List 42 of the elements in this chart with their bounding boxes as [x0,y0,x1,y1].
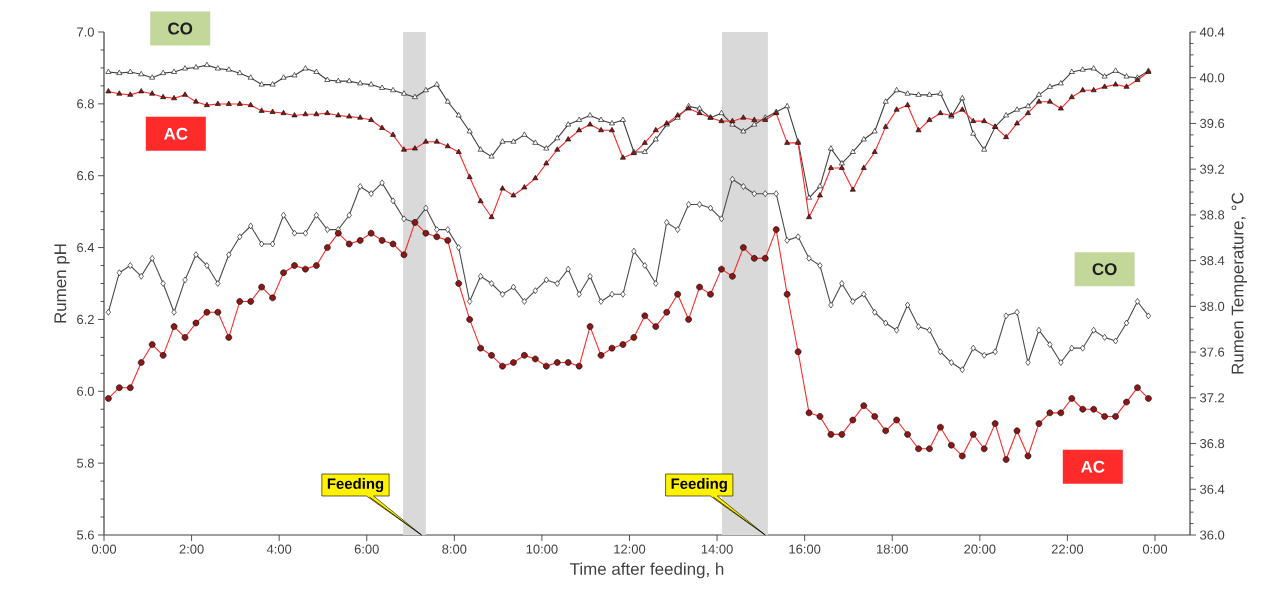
x-tick-label: 12:00 [614,544,646,554]
text: AC [1080,460,1105,473]
x-tick-label: 22:00 [1051,544,1084,554]
x-tick-label: 16:00 [789,544,821,554]
y2-axis-title: Rumen Temperature, °C [1231,192,1247,374]
y2-tick-label: 38.0 [1200,301,1225,311]
y-tick-label: 6.8 [77,99,94,109]
y-axis-title: Rumen pH [54,244,70,323]
y-tick-label: 6.2 [77,314,94,325]
x-tick-label: 8:00 [442,544,467,554]
y-tick-label: 7.0 [77,27,94,37]
y-tick-label: 6.6 [77,171,94,181]
x-tick-label: 10:00 [526,544,558,554]
y-tick-label: 5.6 [76,530,94,540]
series-label: CO [1092,263,1117,276]
x-tick-label: 0:00 [1142,544,1168,554]
x-tick-label: 18:00 [877,544,908,554]
y-tick-label: 5.8 [76,458,94,468]
x-tick-label: 2:00 [179,544,204,554]
y2-tick-label: 40.4 [1199,27,1225,37]
y2-tick-label: 36.4 [1200,484,1225,494]
annotation: Feeding [327,478,384,492]
x-tick-label: 20:00 [964,544,996,554]
y2-tick-label: 36.0 [1200,530,1225,540]
y-tick-label: 6.4 [77,242,95,253]
series-label: AC [164,127,188,140]
x-tick-label: 6:00 [354,544,379,554]
x-tick-label: 0:00 [91,544,117,554]
y2-tick-label: 39.2 [1200,164,1225,174]
annotation: Feeding [671,478,727,492]
x-axis-title: Time after feeding, h [570,562,724,579]
y2-tick-label: 36.8 [1200,438,1225,449]
y2-tick-label: 37.6 [1200,347,1225,357]
y2-tick-label: 39.6 [1200,118,1225,129]
y2-tick-label: 38.8 [1200,210,1225,220]
x-tick-label: 14:00 [701,544,733,554]
x-tick-label: 4:00 [266,544,292,554]
y-tick-label: 6.0 [77,386,94,396]
y2-tick-label: 40.0 [1199,73,1225,83]
y2-tick-label: 38.4 [1200,256,1225,266]
y2-tick-label: 37.2 [1200,393,1225,403]
series-label: CO [168,22,193,35]
